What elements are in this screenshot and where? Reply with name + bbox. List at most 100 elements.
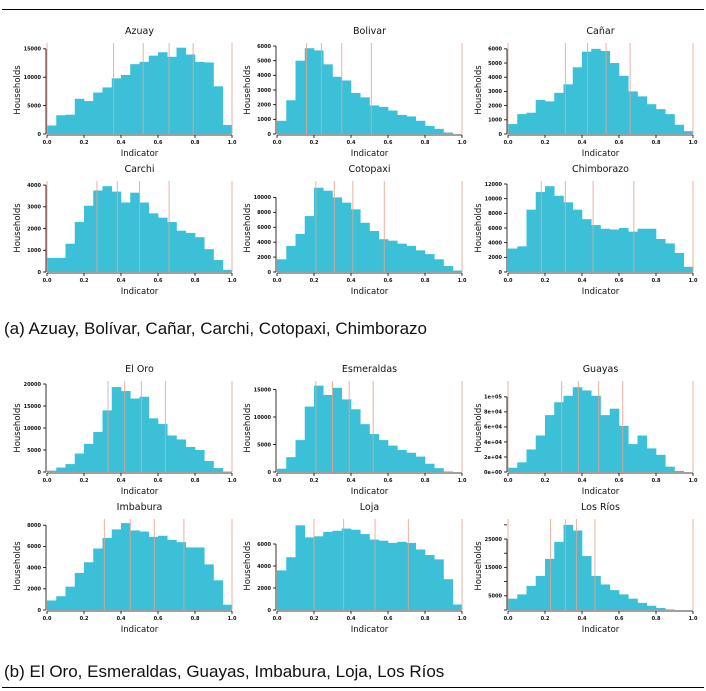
y-tick-label: 15000 <box>24 47 42 53</box>
histogram-bar <box>74 572 85 610</box>
x-tick-label: 1.0 <box>458 278 467 284</box>
histogram-bar <box>176 47 187 134</box>
histogram-bar <box>195 61 205 134</box>
histogram-bar <box>158 424 168 472</box>
y-axis-label: Households <box>13 403 23 453</box>
y-axis-label: Households <box>474 203 484 253</box>
y-tick-label: 0 <box>38 270 42 276</box>
histogram-guayas: Guayas 0e+00 2e+04 4e+04 6e+04 8e+04 1e+05 0.0 0… <box>461 362 698 502</box>
x-tick-label: 0.8 <box>191 478 200 484</box>
caption-b: (b) El Oro, Esmeraldas, Guayas, Imbabura… <box>4 662 445 681</box>
y-tick-label: 5000 <box>257 58 271 64</box>
bottom-rule <box>2 687 704 688</box>
x-tick-label: 0.6 <box>384 478 393 484</box>
x-tick-label: 1.0 <box>689 478 698 484</box>
histogram-bar <box>176 439 187 472</box>
histogram-bar <box>572 387 583 472</box>
x-tick-label: 0.0 <box>273 478 282 484</box>
histogram-bar <box>286 245 296 272</box>
x-tick-label: 0.8 <box>191 616 200 622</box>
histogram-bar <box>176 230 187 272</box>
y-tick-label: 5000 <box>27 103 41 109</box>
histogram-bar <box>572 209 583 272</box>
histogram-bar <box>167 540 177 610</box>
histogram-bar <box>572 530 583 610</box>
y-axis-label: Households <box>13 65 23 115</box>
y-tick-label: 1000 <box>488 118 502 124</box>
histogram-bar <box>508 467 518 472</box>
y-tick-label: 5000 <box>27 448 41 454</box>
x-tick-label: 0.4 <box>578 616 587 622</box>
histogram-bar <box>665 466 675 472</box>
x-tick-label: 0.2 <box>310 616 319 622</box>
y-tick-label: 2e+04 <box>484 455 503 461</box>
y-tick-label: 20000 <box>24 382 42 388</box>
histogram-bar <box>545 558 555 610</box>
histogram-bar <box>323 531 333 610</box>
histogram-bar <box>425 555 435 610</box>
histogram-bar <box>148 213 159 272</box>
histogram-bar <box>323 64 333 134</box>
histogram-bar <box>406 245 417 272</box>
histogram-bar <box>646 605 657 610</box>
histogram-bar <box>93 431 103 472</box>
histogram-bar <box>323 190 333 272</box>
histogram-bar <box>434 559 444 610</box>
histogram-bar <box>148 418 159 472</box>
histogram-bar <box>388 542 398 610</box>
y-tick-label: 0 <box>499 270 503 276</box>
histogram-bar <box>609 408 620 472</box>
histogram-bar <box>582 51 592 134</box>
histogram-bar <box>139 61 150 134</box>
histogram-bar <box>102 186 113 272</box>
histogram-bar <box>619 594 629 610</box>
x-tick-label: 0.6 <box>154 278 163 284</box>
histogram-bar <box>452 604 463 610</box>
histogram-bar <box>74 453 85 472</box>
y-tick-label: 2000 <box>27 226 41 232</box>
x-axis-label: Indicator <box>351 287 389 297</box>
histogram-bar <box>600 415 611 472</box>
histogram-bar <box>185 232 196 272</box>
y-tick-label: 2000 <box>488 103 502 109</box>
histogram-bar <box>304 406 315 472</box>
histogram-bar <box>535 192 546 272</box>
histogram-bar <box>434 128 444 134</box>
histogram-bar <box>102 87 113 134</box>
histogram-el-oro: El Oro 0 5000 10000 15000 20000 0.0 0.2 0.4 0.6 0.… <box>0 362 237 502</box>
histogram-bar <box>360 222 370 272</box>
histogram-bar <box>582 390 592 472</box>
histogram-bar <box>637 96 648 134</box>
histogram-bar <box>434 468 444 472</box>
histogram-bar <box>158 52 168 134</box>
histogram-bar <box>204 564 214 610</box>
histogram-bar <box>369 230 380 272</box>
x-tick-label: 0.0 <box>273 616 282 622</box>
y-tick-label: 6000 <box>27 544 41 550</box>
histogram-bar <box>56 596 66 610</box>
y-tick-label: 15000 <box>24 404 42 410</box>
y-tick-label: 10000 <box>24 75 42 81</box>
histogram-bar <box>646 104 657 134</box>
histogram-bar <box>185 446 196 472</box>
x-tick-label: 0.4 <box>578 478 587 484</box>
x-tick-label: 0.8 <box>652 478 661 484</box>
histogram-bar <box>545 415 555 472</box>
x-tick-label: 0.2 <box>541 478 550 484</box>
x-tick-label: 0.4 <box>117 478 126 484</box>
x-axis-label: Indicator <box>121 287 159 297</box>
histogram-bar <box>74 98 85 134</box>
x-tick-label: 0.0 <box>504 616 513 622</box>
y-axis-label: Households <box>243 65 253 115</box>
histogram-bar <box>637 228 648 272</box>
histogram-bar <box>406 452 417 472</box>
y-tick-label: 2000 <box>488 255 502 261</box>
histogram-bar <box>591 225 601 272</box>
histogram-bar <box>656 109 666 134</box>
histogram-bar <box>47 257 57 272</box>
histogram-bar <box>295 440 306 472</box>
histogram-bar <box>646 448 657 472</box>
y-tick-label: 0 <box>268 132 272 138</box>
x-tick-label: 0.0 <box>273 140 282 146</box>
y-tick-label: 3000 <box>27 205 41 211</box>
